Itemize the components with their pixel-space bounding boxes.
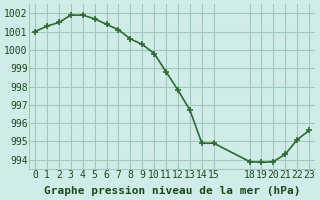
X-axis label: Graphe pression niveau de la mer (hPa): Graphe pression niveau de la mer (hPa) [44,186,300,196]
